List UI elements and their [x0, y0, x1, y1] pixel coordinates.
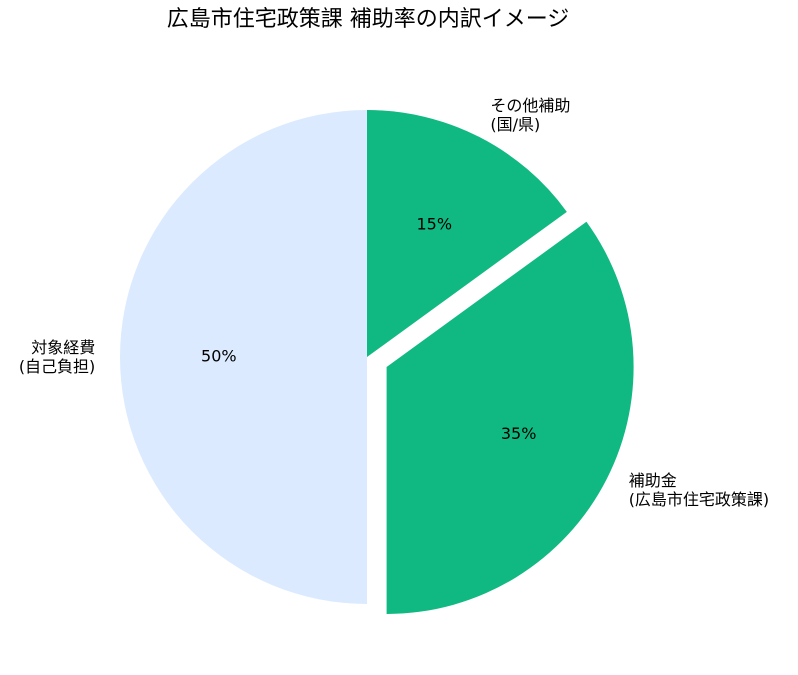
value-label: 15%: [417, 214, 453, 233]
chart-title: 広島市住宅政策課 補助率の内訳イメージ: [167, 7, 570, 32]
category-label: 対象経費 (自己負担): [18, 338, 96, 376]
pie-slice: [120, 110, 367, 604]
value-label: 35%: [501, 424, 537, 443]
pie-slice: [386, 221, 634, 614]
value-label: 50%: [201, 347, 237, 366]
category-label: 補助金 (広島市住宅政策課): [628, 471, 770, 510]
category-label: その他補助 (国/県): [490, 95, 571, 134]
pie-slice: [367, 110, 567, 357]
